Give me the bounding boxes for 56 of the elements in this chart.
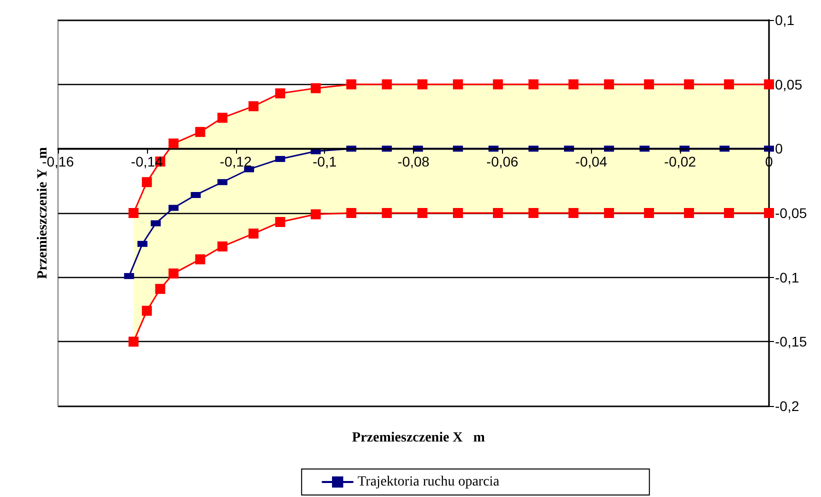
x-axis-title: Przemieszczenie X m	[352, 430, 486, 446]
point	[604, 79, 614, 90]
point	[417, 208, 428, 218]
point	[168, 138, 179, 149]
x-tick-label: -0,06	[486, 154, 519, 170]
point	[142, 177, 152, 188]
point	[275, 88, 286, 98]
point	[128, 336, 139, 347]
y-tick-label: 0	[775, 140, 783, 157]
point	[684, 208, 694, 218]
point	[492, 79, 503, 90]
y-tick-label: -0,05	[775, 205, 808, 221]
point	[128, 208, 139, 218]
point	[417, 79, 428, 90]
point	[452, 208, 463, 218]
x-tick-label: -0,1	[312, 154, 337, 170]
point	[452, 79, 463, 90]
point	[195, 254, 206, 264]
point	[346, 79, 356, 90]
y-tick-label: -0,1	[775, 269, 800, 286]
point	[724, 79, 734, 90]
point	[168, 268, 179, 278]
point	[568, 208, 578, 218]
point	[492, 208, 503, 218]
point	[568, 79, 578, 90]
point	[346, 208, 356, 218]
x-tick-label: -0,08	[398, 154, 430, 170]
point	[528, 208, 538, 218]
y-tick-label: 0,1	[775, 12, 795, 28]
point	[528, 79, 538, 90]
point	[764, 208, 774, 218]
point	[644, 208, 654, 218]
point	[724, 208, 734, 218]
point	[142, 306, 152, 316]
y-tick-label: -0,15	[775, 334, 808, 350]
point	[195, 126, 206, 137]
x-tick-label: -0,02	[664, 154, 696, 170]
point	[684, 79, 694, 90]
point	[248, 228, 259, 239]
point	[382, 79, 392, 90]
point	[764, 79, 774, 90]
point	[310, 209, 321, 220]
point	[248, 101, 259, 112]
point	[604, 208, 614, 218]
y-tick-label: 0,05	[775, 76, 802, 92]
x-tick-label: -0,04	[575, 154, 608, 170]
y-tick-label: -0,2	[775, 398, 800, 414]
legend-label: Trajektoria ruchu oparcia	[358, 474, 500, 490]
point	[310, 83, 321, 94]
point	[217, 112, 228, 123]
point	[275, 217, 286, 228]
point	[217, 241, 228, 252]
point	[644, 79, 654, 90]
x-tick-label: -0,12	[220, 154, 252, 170]
point	[155, 284, 166, 294]
point	[382, 208, 392, 218]
